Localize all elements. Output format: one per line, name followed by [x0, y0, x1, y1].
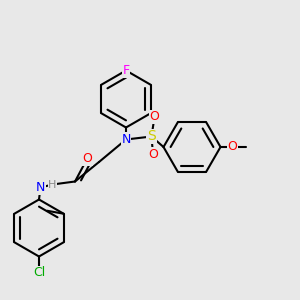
Text: O: O [148, 148, 158, 161]
Text: F: F [122, 64, 130, 77]
Text: O: O [228, 140, 237, 154]
Text: O: O [150, 110, 159, 124]
Text: H: H [48, 179, 57, 190]
Text: O: O [82, 152, 92, 166]
Text: Cl: Cl [33, 266, 45, 280]
Text: N: N [36, 181, 45, 194]
Text: S: S [147, 130, 156, 143]
Text: N: N [121, 133, 131, 146]
